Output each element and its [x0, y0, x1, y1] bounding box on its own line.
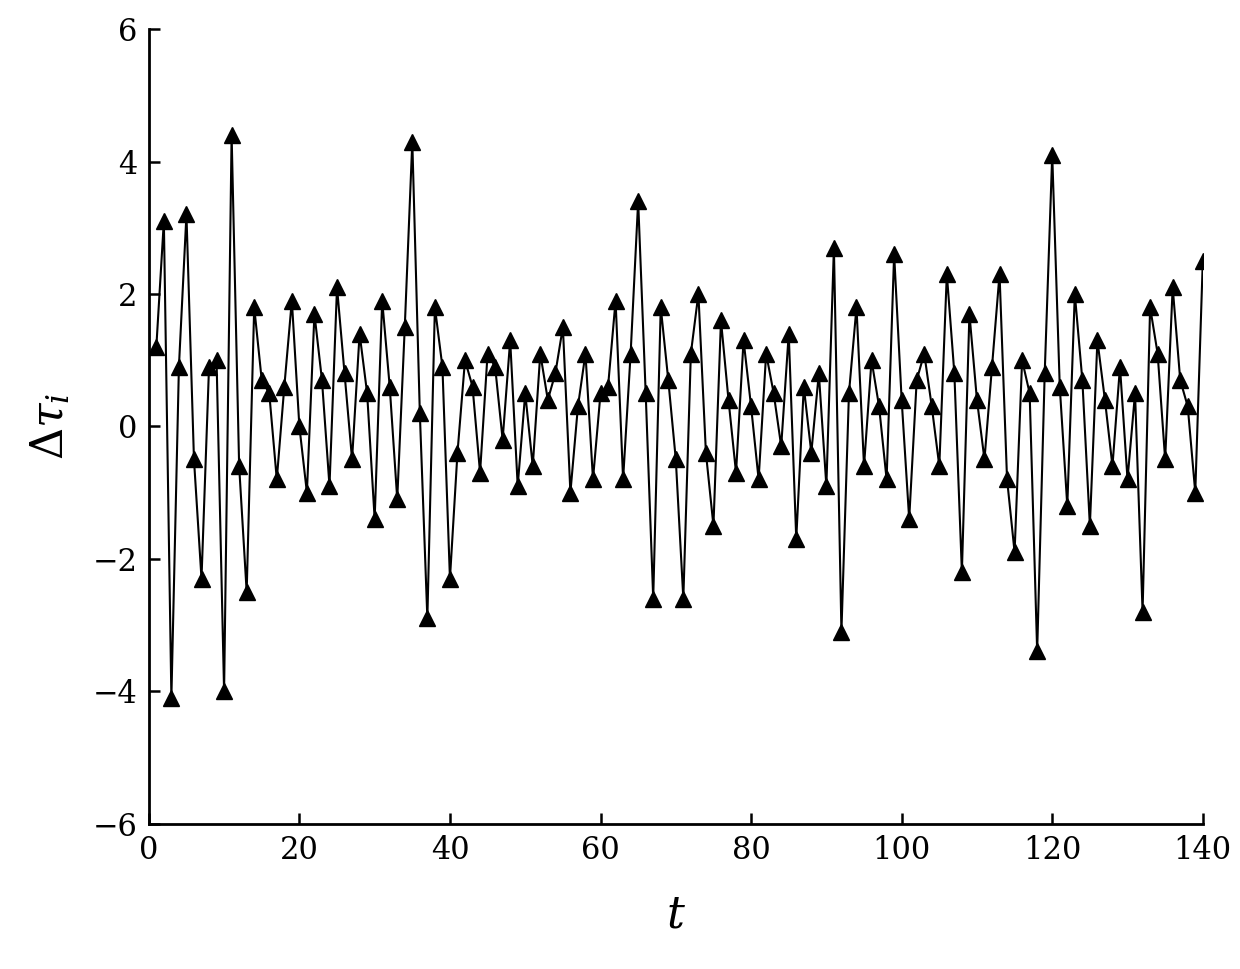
X-axis label: $t$: $t$ [666, 893, 686, 937]
Y-axis label: $\Delta\tau_{i}$: $\Delta\tau_{i}$ [29, 392, 72, 460]
